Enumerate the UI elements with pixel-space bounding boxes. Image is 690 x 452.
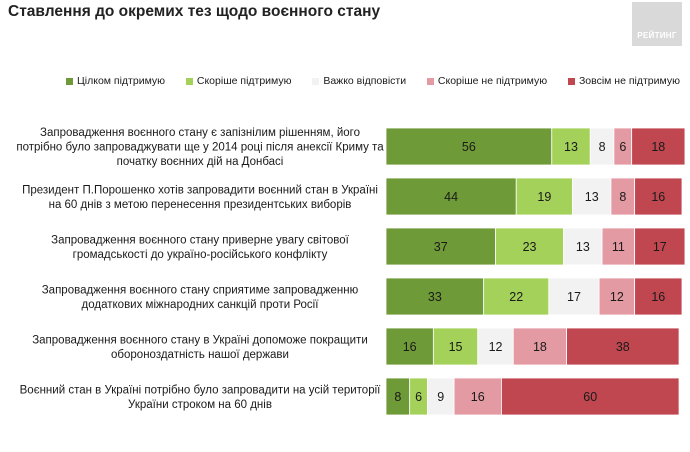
data-label: 60 xyxy=(583,390,597,404)
data-label: 6 xyxy=(415,390,422,404)
data-label: 56 xyxy=(462,140,476,154)
category-label: Запровадження воєнного стану приверне ув… xyxy=(51,234,349,261)
bar-segment xyxy=(551,127,591,166)
bar-segment xyxy=(483,277,550,316)
bar-segment xyxy=(572,177,612,216)
bar-segment xyxy=(601,227,636,266)
page-title: Ставлення до окремих тез щодо воєнного с… xyxy=(8,3,381,20)
bar-segment xyxy=(598,277,636,316)
rating-logo: РЕЙТИНГ xyxy=(632,2,682,46)
bar-segment xyxy=(427,377,455,416)
bar-segment xyxy=(634,227,686,266)
data-label: 6 xyxy=(619,140,626,154)
legend-item: Важко відповісти xyxy=(312,75,406,87)
legend-item: Цілком підтримую xyxy=(66,75,165,87)
bar-segment xyxy=(495,227,564,266)
category-label: Запровадження воєнного стану в Україні д… xyxy=(32,334,368,361)
data-label: 13 xyxy=(585,190,599,204)
data-label: 33 xyxy=(428,290,442,304)
bar-segment xyxy=(512,327,567,366)
bar-segment xyxy=(385,327,434,366)
bar-segment xyxy=(385,227,496,266)
data-label: 18 xyxy=(533,340,547,354)
legend-swatch xyxy=(312,77,320,85)
legend-swatch xyxy=(426,77,434,85)
legend-swatch xyxy=(567,77,575,85)
data-label: 37 xyxy=(434,240,448,254)
data-label: 12 xyxy=(489,340,503,354)
bar-segment xyxy=(385,277,485,316)
bar-segment xyxy=(634,177,683,216)
data-label: 18 xyxy=(651,140,665,154)
data-label: 15 xyxy=(449,340,463,354)
data-label: 17 xyxy=(653,240,667,254)
bar-segment xyxy=(563,227,603,266)
data-label: 16 xyxy=(651,290,665,304)
data-label: 9 xyxy=(437,390,444,404)
bar-segment xyxy=(501,377,680,416)
legend-swatch xyxy=(185,77,193,85)
bar-segment xyxy=(385,127,553,166)
data-label: 19 xyxy=(537,190,551,204)
data-label: 17 xyxy=(567,290,581,304)
data-label: 16 xyxy=(403,340,417,354)
logo-text: РЕЙТИНГ xyxy=(637,31,677,40)
legend-label: Зовсім не підтримую xyxy=(578,75,680,87)
bar-segment xyxy=(631,127,686,166)
bar-segment xyxy=(515,177,573,216)
data-label: 44 xyxy=(444,190,458,204)
data-label: 11 xyxy=(612,240,625,254)
bar-segment xyxy=(548,277,600,316)
data-label: 13 xyxy=(564,140,578,154)
data-label: 12 xyxy=(610,290,624,304)
data-label: 8 xyxy=(599,140,606,154)
bar-segment xyxy=(385,177,517,216)
category-label: Запровадження воєнного стану сприятиме з… xyxy=(42,284,359,311)
legend-label: Цілком підтримую xyxy=(77,75,166,87)
legend-item: Зовсім не підтримую xyxy=(567,75,680,87)
data-label: 23 xyxy=(523,240,537,254)
category-label: Воєнний стан в Україні потрібно було зап… xyxy=(20,384,382,411)
legend-label: Важко відповісти xyxy=(323,75,407,87)
stacked-bar-chart: Запровадження воєнного стану є запізніли… xyxy=(0,118,690,438)
data-label: 22 xyxy=(509,290,523,304)
category-label: Запровадження воєнного стану є запізніли… xyxy=(16,127,384,168)
category-label: Президент П.Порошенко хотів запровадити … xyxy=(22,184,378,211)
data-label: 16 xyxy=(471,390,485,404)
bar-segment xyxy=(634,277,683,316)
legend-swatch xyxy=(66,77,73,85)
data-label: 8 xyxy=(394,390,401,404)
legend-item: Скоріше не підтримую xyxy=(426,75,548,87)
chart-svg: Запровадження воєнного стану є запізніли… xyxy=(16,127,686,416)
data-label: 8 xyxy=(619,190,626,204)
bar-segment xyxy=(566,327,680,366)
legend-label: Скоріше не підтримую xyxy=(437,75,548,87)
chart-legend: Цілком підтримую Скоріше підтримую Важко в… xyxy=(66,73,680,89)
data-label: 16 xyxy=(651,190,665,204)
legend-label: Скоріше підтримую xyxy=(196,75,292,87)
legend-item: Скоріше підтримую xyxy=(185,75,292,87)
data-label: 38 xyxy=(616,340,630,354)
bar-segment xyxy=(453,377,502,416)
data-label: 13 xyxy=(576,240,590,254)
bar-segment xyxy=(432,327,479,366)
